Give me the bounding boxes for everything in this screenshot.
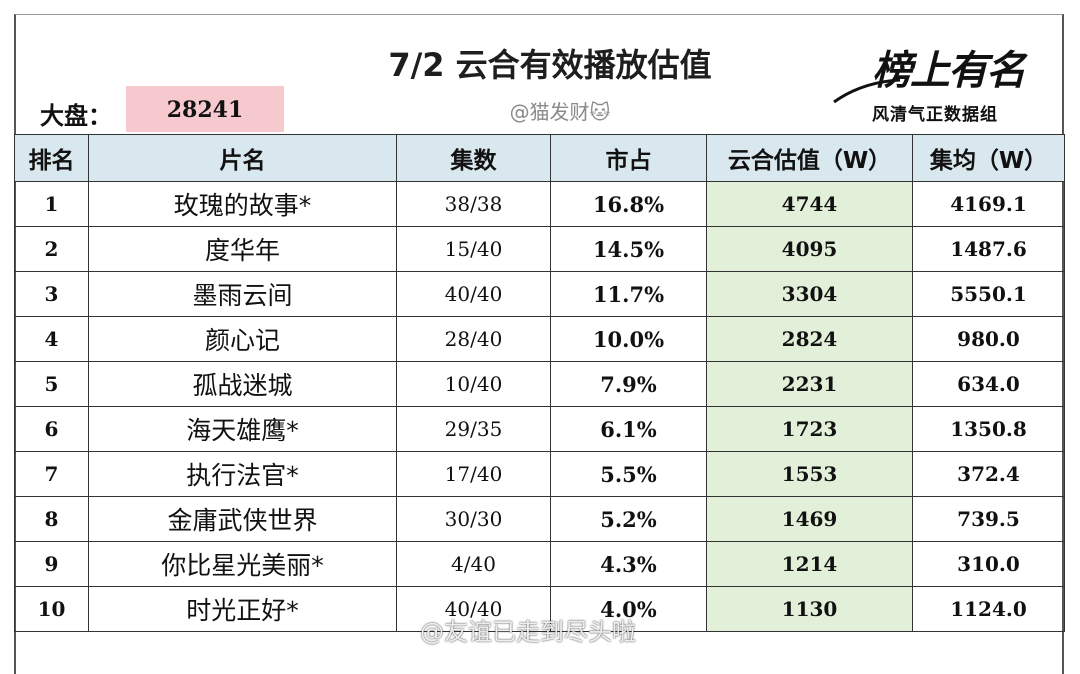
market-label: 大盘： xyxy=(40,102,112,130)
table-row: 7 执行法官* 17/40 5.5% 1553 372.4 xyxy=(14,451,1065,497)
cell-episodes: 4/40 xyxy=(396,541,551,587)
cell-rank: 2 xyxy=(14,226,89,272)
page-title: 7/2 云合有效播放估值 xyxy=(388,46,712,84)
cell-estimate: 1553 xyxy=(706,451,913,497)
cell-estimate: 1469 xyxy=(706,496,913,542)
cell-estimate: 3304 xyxy=(706,271,913,317)
table-row: 3 墨雨云间 40/40 11.7% 3304 5550.1 xyxy=(14,271,1065,317)
market-value: 28241 xyxy=(126,86,284,132)
table-row: 8 金庸武侠世界 30/30 5.2% 1469 739.5 xyxy=(14,496,1065,542)
cell-estimate: 4744 xyxy=(706,181,913,227)
author-handle: @猫发财🐱 xyxy=(509,100,611,124)
table-row: 4 颜心记 28/40 10.0% 2824 980.0 xyxy=(14,316,1065,362)
logo-script-text: 榜上有名 xyxy=(872,47,1026,94)
brand-logo: 榜上有名 风清气正数据组 xyxy=(832,38,1042,128)
cell-rank: 9 xyxy=(14,541,89,587)
table-row: 5 孤战迷城 10/40 7.9% 2231 634.0 xyxy=(14,361,1065,407)
cell-estimate: 2824 xyxy=(706,316,913,362)
cell-avg: 372.4 xyxy=(912,451,1065,497)
cell-rank: 8 xyxy=(14,496,89,542)
cell-estimate: 1214 xyxy=(706,541,913,587)
cell-share: 14.5% xyxy=(550,226,707,272)
table-row: 10 时光正好* 40/40 4.0% 1130 1124.0 xyxy=(14,586,1065,632)
cell-rank: 5 xyxy=(14,361,89,407)
cell-estimate: 1130 xyxy=(706,586,913,632)
weibo-watermark: @友谊已走到尽头啦 xyxy=(420,618,636,646)
cell-name: 度华年 xyxy=(88,226,397,272)
cell-name: 执行法官* xyxy=(88,451,397,497)
cell-name: 海天雄鹰* xyxy=(88,406,397,452)
cell-avg: 1487.6 xyxy=(912,226,1065,272)
cell-avg: 1350.8 xyxy=(912,406,1065,452)
cell-episodes: 38/38 xyxy=(396,181,551,227)
cell-share: 7.9% xyxy=(550,361,707,407)
cell-rank: 10 xyxy=(14,586,89,632)
cell-share: 4.0% xyxy=(550,586,707,632)
cell-avg: 1124.0 xyxy=(912,586,1065,632)
cell-name: 你比星光美丽* xyxy=(88,541,397,587)
cell-name: 金庸武侠世界 xyxy=(88,496,397,542)
cell-name: 孤战迷城 xyxy=(88,361,397,407)
cell-estimate: 1723 xyxy=(706,406,913,452)
cell-share: 6.1% xyxy=(550,406,707,452)
table-row: 9 你比星光美丽* 4/40 4.3% 1214 310.0 xyxy=(14,541,1065,587)
cell-name: 时光正好* xyxy=(88,586,397,632)
cell-rank: 6 xyxy=(14,406,89,452)
cell-name: 玫瑰的故事* xyxy=(88,181,397,227)
table-row: 2 度华年 15/40 14.5% 4095 1487.6 xyxy=(14,226,1065,272)
column-header: 云合估值（W） xyxy=(706,134,913,182)
column-header: 排名 xyxy=(14,134,89,182)
cell-avg: 739.5 xyxy=(912,496,1065,542)
table-row: 6 海天雄鹰* 29/35 6.1% 1723 1350.8 xyxy=(14,406,1065,452)
cell-episodes: 28/40 xyxy=(396,316,551,362)
ranking-table: 排名 片名 集数 市占 云合估值（W） 集均（W） 1 玫瑰的故事* 38/38 16.8% 47… xyxy=(14,134,1065,632)
cell-avg: 4169.1 xyxy=(912,181,1065,227)
cell-avg: 5550.1 xyxy=(912,271,1065,317)
cell-share: 4.3% xyxy=(550,541,707,587)
cell-share: 5.2% xyxy=(550,496,707,542)
column-header: 集均（W） xyxy=(912,134,1065,182)
cell-episodes: 40/40 xyxy=(396,586,551,632)
table-header-row: 排名 片名 集数 市占 云合估值（W） 集均（W） xyxy=(14,134,1065,182)
cell-share: 11.7% xyxy=(550,271,707,317)
cell-avg: 310.0 xyxy=(912,541,1065,587)
cell-episodes: 15/40 xyxy=(396,226,551,272)
cell-rank: 3 xyxy=(14,271,89,317)
cell-share: 16.8% xyxy=(550,181,707,227)
cell-estimate: 4095 xyxy=(706,226,913,272)
cell-avg: 980.0 xyxy=(912,316,1065,362)
cell-rank: 1 xyxy=(14,181,89,227)
swoosh-icon xyxy=(833,78,901,104)
cell-rank: 4 xyxy=(14,316,89,362)
column-header: 集数 xyxy=(396,134,551,182)
cell-episodes: 30/30 xyxy=(396,496,551,542)
logo-subtitle: 风清气正数据组 xyxy=(872,105,998,125)
cell-estimate: 2231 xyxy=(706,361,913,407)
cell-rank: 7 xyxy=(14,451,89,497)
column-header: 市占 xyxy=(550,134,707,182)
table-row: 1 玫瑰的故事* 38/38 16.8% 4744 4169.1 xyxy=(14,181,1065,227)
cell-share: 5.5% xyxy=(550,451,707,497)
cell-name: 墨雨云间 xyxy=(88,271,397,317)
cell-episodes: 17/40 xyxy=(396,451,551,497)
column-header: 片名 xyxy=(88,134,397,182)
cell-share: 10.0% xyxy=(550,316,707,362)
cell-episodes: 10/40 xyxy=(396,361,551,407)
cell-episodes: 40/40 xyxy=(396,271,551,317)
cell-name: 颜心记 xyxy=(88,316,397,362)
cell-episodes: 29/35 xyxy=(396,406,551,452)
cell-avg: 634.0 xyxy=(912,361,1065,407)
